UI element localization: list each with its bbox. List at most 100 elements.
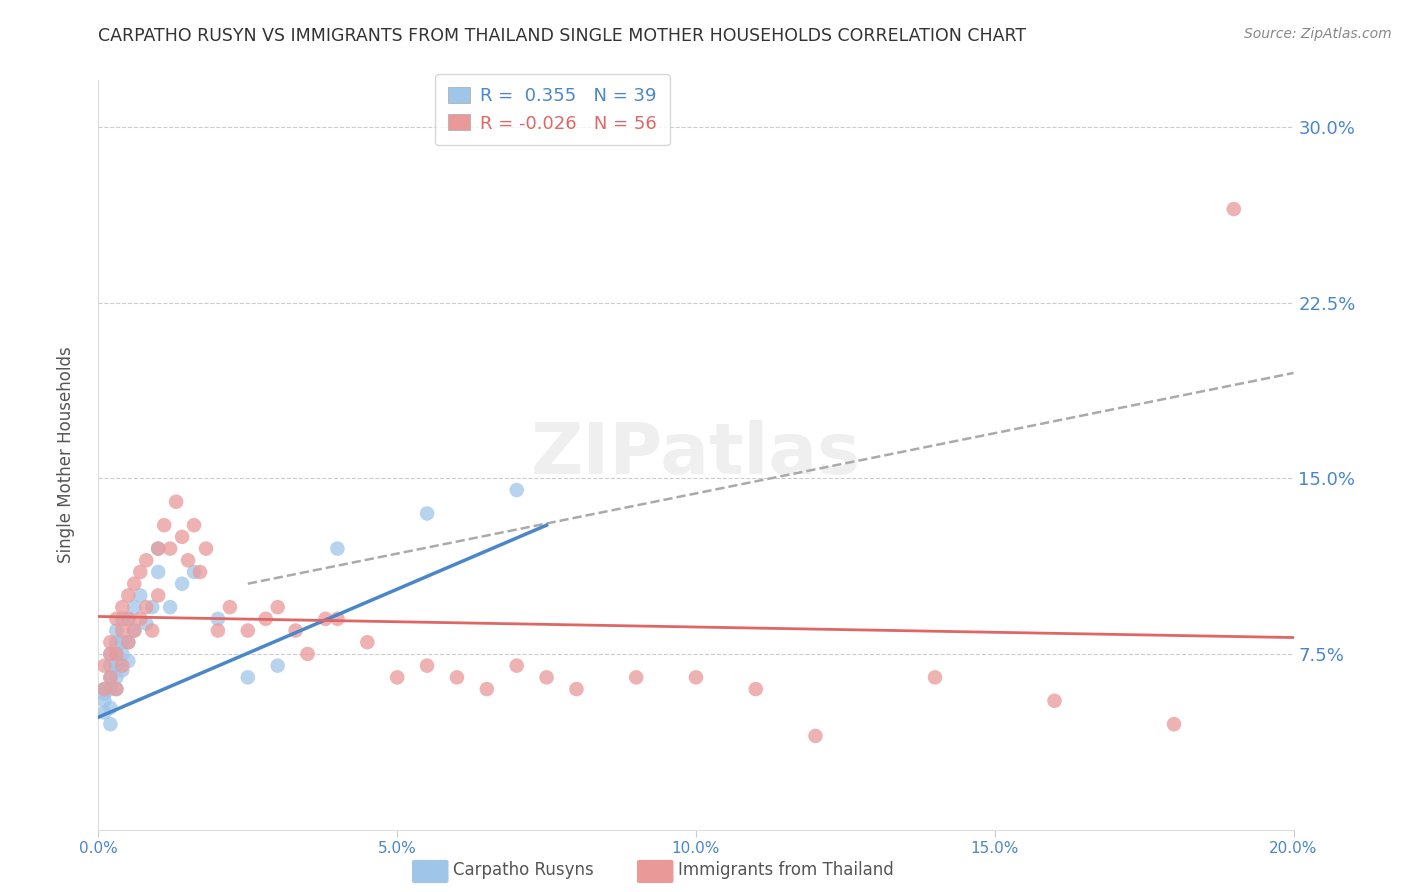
- Point: [183, 518, 205, 533]
- Point: [129, 589, 152, 603]
- Point: [111, 647, 134, 661]
- Point: [93, 682, 115, 697]
- Point: [236, 670, 259, 684]
- Point: [416, 658, 439, 673]
- Text: CARPATHO RUSYN VS IMMIGRANTS FROM THAILAND SINGLE MOTHER HOUSEHOLDS CORRELATION : CARPATHO RUSYN VS IMMIGRANTS FROM THAILA…: [98, 27, 1026, 45]
- Point: [685, 670, 707, 684]
- Point: [129, 612, 152, 626]
- Point: [745, 682, 768, 697]
- Point: [111, 658, 134, 673]
- Text: Carpatho Rusyns: Carpatho Rusyns: [453, 861, 593, 879]
- Point: [93, 694, 115, 708]
- Point: [536, 670, 558, 684]
- Point: [207, 612, 229, 626]
- Point: [148, 589, 170, 603]
- Point: [148, 541, 170, 556]
- Point: [98, 682, 122, 697]
- Point: [117, 612, 139, 626]
- Point: [105, 635, 128, 649]
- Point: [93, 687, 115, 701]
- Point: [98, 635, 122, 649]
- Point: [93, 706, 115, 720]
- Point: [105, 670, 128, 684]
- Point: [565, 682, 588, 697]
- Point: [93, 658, 115, 673]
- Point: [172, 530, 194, 544]
- Point: [105, 658, 128, 673]
- Point: [105, 624, 128, 638]
- Point: [284, 624, 307, 638]
- Point: [924, 670, 946, 684]
- Point: [188, 565, 211, 579]
- Point: [475, 682, 498, 697]
- Point: [267, 600, 290, 615]
- Point: [254, 612, 277, 626]
- Point: [315, 612, 337, 626]
- Point: [356, 635, 378, 649]
- Point: [177, 553, 200, 567]
- Point: [117, 654, 139, 668]
- Point: [105, 612, 128, 626]
- Point: [1163, 717, 1185, 731]
- Point: [98, 701, 122, 715]
- Y-axis label: Single Mother Households: Single Mother Households: [56, 347, 75, 563]
- Text: ZIPatlas: ZIPatlas: [531, 420, 860, 490]
- Point: [93, 682, 115, 697]
- Point: [124, 600, 146, 615]
- Point: [183, 565, 205, 579]
- Point: [506, 483, 529, 497]
- Point: [326, 612, 349, 626]
- Point: [117, 589, 139, 603]
- Point: [105, 647, 128, 661]
- Point: [129, 565, 152, 579]
- Point: [117, 635, 139, 649]
- Point: [98, 670, 122, 684]
- Point: [153, 518, 176, 533]
- Point: [98, 670, 122, 684]
- Point: [98, 658, 122, 673]
- Point: [385, 670, 409, 684]
- Legend: R =  0.355   N = 39, R = -0.026   N = 56: R = 0.355 N = 39, R = -0.026 N = 56: [436, 74, 669, 145]
- Text: Immigrants from Thailand: Immigrants from Thailand: [678, 861, 893, 879]
- Point: [111, 624, 134, 638]
- Point: [111, 600, 134, 615]
- Point: [297, 647, 319, 661]
- Point: [626, 670, 648, 684]
- Point: [135, 616, 157, 631]
- Point: [117, 612, 139, 626]
- Point: [141, 600, 163, 615]
- Point: [148, 541, 170, 556]
- Point: [105, 647, 128, 661]
- Point: [105, 682, 128, 697]
- Point: [207, 624, 229, 638]
- Point: [416, 507, 439, 521]
- Point: [98, 717, 122, 731]
- Point: [124, 576, 146, 591]
- Point: [117, 635, 139, 649]
- Point: [111, 664, 134, 678]
- Point: [159, 600, 181, 615]
- Point: [195, 541, 218, 556]
- Point: [98, 647, 122, 661]
- Point: [124, 624, 146, 638]
- Point: [124, 624, 146, 638]
- Point: [111, 612, 134, 626]
- Point: [1223, 202, 1246, 216]
- Point: [326, 541, 349, 556]
- Point: [506, 658, 529, 673]
- Point: [141, 624, 163, 638]
- Point: [236, 624, 259, 638]
- Text: Source: ZipAtlas.com: Source: ZipAtlas.com: [1244, 27, 1392, 41]
- Point: [159, 541, 181, 556]
- Point: [219, 600, 242, 615]
- Point: [172, 576, 194, 591]
- Point: [267, 658, 290, 673]
- Point: [804, 729, 827, 743]
- Point: [135, 553, 157, 567]
- Point: [165, 494, 187, 508]
- Point: [98, 647, 122, 661]
- Point: [135, 600, 157, 615]
- Point: [446, 670, 468, 684]
- Point: [148, 565, 170, 579]
- Point: [111, 635, 134, 649]
